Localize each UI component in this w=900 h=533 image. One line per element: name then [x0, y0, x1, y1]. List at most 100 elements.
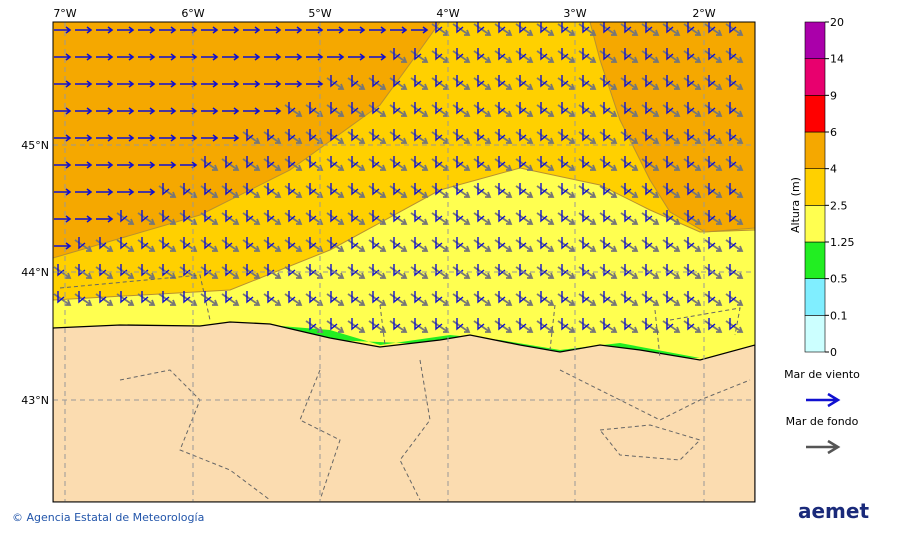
wind-arrow [456, 156, 464, 169]
wind-arrow [159, 26, 177, 34]
wind-arrow [372, 210, 380, 223]
wind-arrow [225, 210, 233, 223]
wind-arrow [540, 75, 548, 88]
wind-arrow [561, 291, 569, 304]
wind-arrow [624, 22, 632, 34]
wind-arrow [603, 75, 611, 88]
wind-arrow [666, 264, 674, 277]
wind-arrow [390, 26, 408, 34]
wind-arrow [117, 80, 135, 88]
wind-arrow [414, 318, 422, 331]
zone-orange [589, 22, 755, 233]
wind-arrow [687, 156, 695, 169]
wind-arrow [285, 26, 303, 34]
wind-arrow [351, 291, 359, 304]
wind-arrow [348, 53, 366, 61]
wind-arrow [729, 129, 737, 142]
wind-arrow [666, 22, 674, 34]
wind-arrow [708, 210, 716, 223]
wind-arrow [666, 183, 674, 196]
wind-arrow [222, 26, 240, 34]
lat-label: 45°N [21, 139, 49, 152]
wind-arrow [351, 318, 359, 331]
lon-label: 3°W [563, 7, 586, 20]
wind-arrow [138, 188, 156, 196]
wind-arrow [162, 291, 170, 304]
wind-arrow [645, 102, 653, 115]
wind-arrow [582, 75, 590, 88]
wind-arrow [372, 75, 380, 88]
wind-arrow [477, 75, 485, 88]
wind-arrow [582, 291, 590, 304]
wind-arrow [435, 237, 443, 250]
wind-arrow [54, 26, 72, 34]
wind-arrow [561, 210, 569, 223]
wind-arrow [75, 80, 93, 88]
wind-arrow [351, 102, 359, 115]
wind-arrow [222, 53, 240, 61]
credit: © Agencia Estatal de Meteorología [12, 511, 204, 524]
lon-label: 7°W [53, 7, 76, 20]
wind-arrow [159, 161, 177, 169]
wind-arrow [222, 134, 240, 142]
wind-arrow [117, 134, 135, 142]
wind-arrow [519, 156, 527, 169]
wind-arrow [519, 75, 527, 88]
wind-arrow [285, 80, 303, 88]
wind-arrow [666, 129, 674, 142]
wind-arrow [393, 291, 401, 304]
wind-arrow [435, 129, 443, 142]
wind-arrow [267, 183, 275, 196]
wind-arrow [54, 134, 72, 142]
wind-arrow [201, 53, 219, 61]
wind-arrow [435, 210, 443, 223]
wind-arrow [540, 48, 548, 61]
wind-arrow [393, 210, 401, 223]
wind-arrow [243, 107, 261, 115]
wind-arrow [309, 129, 317, 142]
wind-arrow [708, 237, 716, 250]
wind-arrow [666, 48, 674, 61]
wind-arrow [624, 156, 632, 169]
wind-arrow [309, 156, 317, 169]
wind-arrow [246, 237, 254, 250]
wind-arrow [306, 53, 324, 61]
wind-arrow [477, 102, 485, 115]
wind-arrow [603, 237, 611, 250]
wind-arrow [330, 102, 338, 115]
wind-arrow [54, 107, 72, 115]
wind-arrow [708, 48, 716, 61]
wind-arrow [138, 107, 156, 115]
colorbar-label: 9 [830, 89, 837, 102]
wind-arrow [540, 129, 548, 142]
wind-arrow [54, 53, 72, 61]
wind-arrow [687, 22, 695, 34]
wind-arrow [687, 183, 695, 196]
wind-arrow [456, 210, 464, 223]
wind-arrow [225, 156, 233, 169]
wind-arrow [435, 156, 443, 169]
wind-arrow [477, 237, 485, 250]
wind-arrow [393, 75, 401, 88]
wind-arrow [183, 237, 191, 250]
wind-arrow [456, 129, 464, 142]
colorbar-label: 0 [830, 346, 837, 359]
wind-arrow [267, 210, 275, 223]
wind-arrow [351, 75, 359, 88]
wind-arrow [540, 102, 548, 115]
wind-arrow [477, 129, 485, 142]
wind-arrow [540, 156, 548, 169]
wind-arrow [414, 129, 422, 142]
colorbar-label: 0.5 [830, 273, 848, 286]
wind-arrow [477, 22, 485, 34]
wind-arrow [519, 48, 527, 61]
map-frame [52, 21, 756, 503]
wind-arrow [624, 291, 632, 304]
wind-arrow [330, 129, 338, 142]
wind-arrow [120, 291, 128, 304]
wind-arrow [561, 318, 569, 331]
wind-arrow [729, 291, 737, 304]
wind-arrow [267, 237, 275, 250]
wind-arrow [162, 264, 170, 277]
wind-arrow [201, 26, 219, 34]
